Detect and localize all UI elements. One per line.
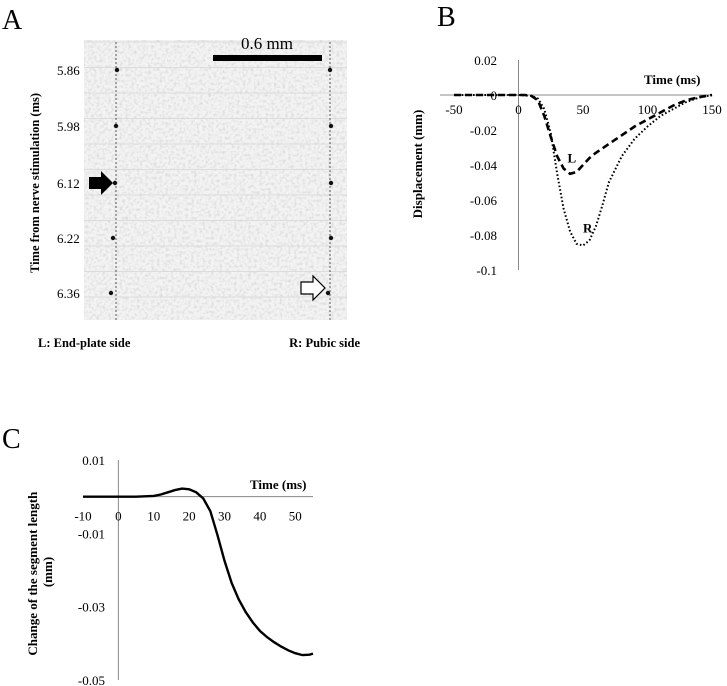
left-marker-dot bbox=[110, 235, 116, 241]
right-side-caption: R: Pubic side bbox=[289, 336, 360, 350]
left-marker-dot bbox=[113, 123, 119, 129]
right-marker-dot bbox=[327, 67, 333, 73]
frame-time-label: 6.36 bbox=[57, 286, 80, 301]
b-y-tick-label: -0.02 bbox=[470, 123, 497, 138]
scale-bar-label: 0.6 mm bbox=[241, 34, 293, 53]
frame-time-label: 6.22 bbox=[57, 231, 80, 246]
b-x-tick-label: 150 bbox=[702, 102, 722, 117]
left-marker-dot bbox=[114, 67, 120, 73]
panel-b: B 0.02 0 -0.02 -0.04 -0.06 -0.08 -0.1 -50 0 50 10… bbox=[410, 2, 722, 278]
frame-time-label: 6.12 bbox=[57, 176, 80, 191]
series-annotation-l: L bbox=[568, 150, 577, 165]
c-y-axis-title: Change of the segment length (mm) bbox=[25, 488, 55, 655]
frame-time-label: 5.98 bbox=[57, 119, 80, 134]
b-y-tick-labels: 0.020-0.02-0.04-0.06-0.08-0.1 bbox=[470, 53, 498, 278]
c-y-tick-labels: 0.01 -0.01 -0.03 -0.05 bbox=[78, 453, 105, 686]
b-x-tick-label: -50 bbox=[445, 102, 462, 117]
c-x-tick-label: 40 bbox=[253, 509, 266, 524]
panel-a: A 0.6 mm Time from nerve stimulation (ms… bbox=[2, 5, 360, 350]
frame-time-label: 5.86 bbox=[57, 63, 80, 78]
c-x-tick-label: 10 bbox=[147, 509, 160, 524]
tracked-markers bbox=[108, 67, 334, 296]
right-marker-dot bbox=[328, 123, 334, 129]
b-y-tick-label: -0.1 bbox=[476, 263, 497, 278]
b-series-annotations: LR bbox=[568, 150, 593, 235]
series-annotation-r: R bbox=[583, 220, 593, 235]
segment-length-line bbox=[83, 487, 314, 657]
b-x-axis-title: Time (ms) bbox=[644, 72, 700, 87]
b-x-tick-labels: -50 0 50 100 150 bbox=[445, 102, 721, 117]
c-x-axis-title: Time (ms) bbox=[250, 477, 306, 492]
frame-time-labels: 5.86 5.98 6.12 6.22 6.36 bbox=[57, 63, 80, 301]
end-plate-arrow-icon bbox=[89, 171, 113, 195]
c-x-tick-label: 50 bbox=[289, 509, 302, 524]
frame-separators bbox=[84, 41, 347, 298]
b-y-tick-label: 0.02 bbox=[474, 53, 497, 68]
right-marker-dot bbox=[328, 235, 334, 241]
c-y-tick-label: 0.01 bbox=[82, 453, 105, 468]
c-y-title-line-1: Change of the segment length bbox=[25, 491, 40, 656]
c-y-title-line-2: (mm) bbox=[40, 557, 55, 587]
right-marker-dot bbox=[328, 180, 334, 186]
series-line-l bbox=[454, 93, 713, 176]
left-marker-dot bbox=[108, 290, 114, 296]
left-marker-dot bbox=[112, 180, 118, 186]
c-y-tick-label: -0.05 bbox=[78, 673, 105, 686]
c-x-tick-label: -10 bbox=[74, 509, 91, 524]
panel-c: C 0.01 -0.01 -0.03 -0.05 -10 0 10 20 30 40 50 Tim… bbox=[2, 424, 314, 686]
c-y-tick-label: -0.03 bbox=[78, 600, 105, 615]
b-y-axis-title: Displacement (mm) bbox=[410, 110, 425, 219]
micrograph-texture bbox=[84, 40, 347, 320]
b-x-tick-label: 0 bbox=[515, 102, 522, 117]
c-y-tick-label: -0.01 bbox=[78, 526, 105, 541]
c-x-tick-labels: -10 0 10 20 30 40 50 bbox=[74, 509, 301, 524]
b-y-tick-label: -0.06 bbox=[470, 193, 498, 208]
c-x-tick-label: 30 bbox=[218, 509, 231, 524]
right-marker-dot bbox=[325, 290, 331, 296]
b-y-tick-label: -0.04 bbox=[470, 158, 498, 173]
pubic-arrow-icon bbox=[300, 274, 326, 302]
b-x-tick-label: 100 bbox=[638, 102, 658, 117]
panel-letter-b: B bbox=[437, 2, 456, 33]
c-x-tick-label: 20 bbox=[183, 509, 196, 524]
panel-letter-c: C bbox=[2, 424, 21, 455]
c-x-tick-label: 0 bbox=[115, 509, 122, 524]
b-x-tick-label: 50 bbox=[577, 102, 590, 117]
left-side-caption: L: End-plate side bbox=[38, 336, 131, 350]
a-y-axis-title: Time from nerve stimulation (ms) bbox=[28, 93, 42, 273]
b-y-tick-label: -0.08 bbox=[470, 228, 497, 243]
series-line-r bbox=[454, 94, 713, 247]
panel-letter-a: A bbox=[2, 5, 23, 36]
